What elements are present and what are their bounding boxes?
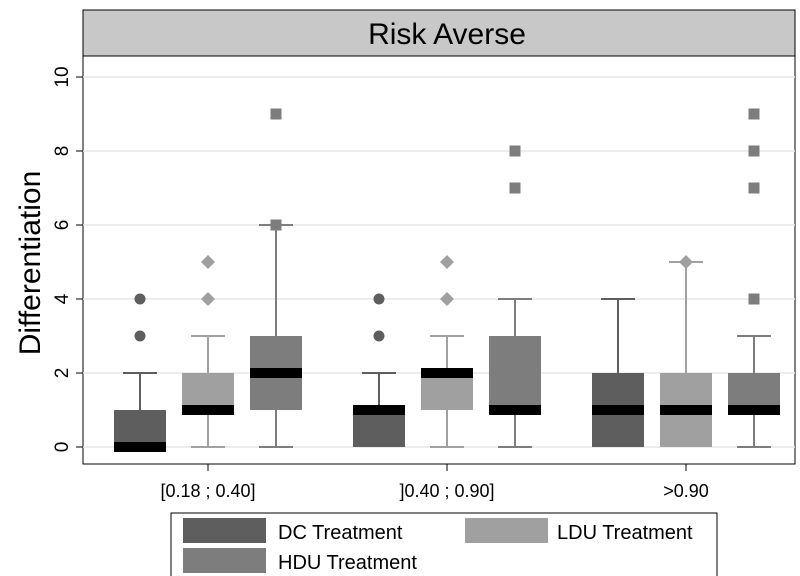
y-axis-label: Differentiation (14, 171, 47, 356)
box-layer (114, 108, 780, 452)
median-bar (592, 405, 644, 415)
x-tick-label: >0.90 (663, 481, 709, 501)
outlier-point (440, 255, 454, 269)
y-tick-label: 10 (52, 66, 73, 87)
legend-swatch-dc (183, 518, 266, 543)
box-2-2 (728, 373, 780, 410)
outlier-point (134, 330, 146, 342)
outlier-point (270, 219, 282, 231)
box-1-1 (421, 373, 473, 410)
outlier-point (748, 182, 760, 194)
axis-layer: 0 2 4 6 8 10 [0.18 ; 0.40] ]0.40 ; 0.90] >0.90 (52, 66, 709, 501)
box-1-0 (182, 373, 234, 410)
legend-swatch-hdu (183, 548, 266, 573)
legend-label-hdu: HDU Treatment (278, 552, 417, 574)
outlier-point (373, 293, 385, 305)
box-2-1 (489, 336, 541, 410)
legend: DC Treatment LDU Treatment HDU Treatment (170, 512, 718, 576)
median-bar (660, 405, 712, 415)
outlier-point (201, 255, 215, 269)
y-tick-label: 8 (52, 146, 73, 157)
outlier-point (201, 292, 215, 306)
median-bar (250, 368, 302, 378)
median-bar (182, 405, 234, 415)
median-bar (114, 442, 166, 452)
outlier-point (134, 293, 146, 305)
outlier-point (373, 330, 385, 342)
title-strip (82, 9, 796, 57)
x-tick-label: [0.18 ; 0.40] (160, 481, 255, 501)
median-bar (489, 405, 541, 415)
outlier-point (509, 145, 521, 157)
outlier-point (748, 293, 760, 305)
median-bar (353, 405, 405, 415)
y-tick-label: 2 (52, 368, 73, 379)
legend-swatch-ldu (465, 518, 548, 543)
outlier-point (748, 145, 760, 157)
outlier-point (440, 292, 454, 306)
outlier-point (270, 108, 282, 120)
y-tick-label: 6 (52, 220, 73, 231)
x-tick-label: ]0.40 ; 0.90] (399, 481, 494, 501)
outlier-point (748, 108, 760, 120)
chart-title: Risk Averse (368, 18, 526, 51)
y-tick-label: 4 (52, 293, 73, 304)
y-tick-label: 0 (52, 442, 73, 453)
outlier-point (679, 255, 693, 269)
median-bar (728, 405, 780, 415)
box-0-1 (353, 410, 405, 447)
legend-label-dc: DC Treatment (278, 522, 403, 544)
legend-label-ldu: LDU Treatment (557, 522, 693, 544)
box-0-0 (114, 410, 166, 447)
outlier-point (509, 182, 521, 194)
median-bar (421, 368, 473, 378)
